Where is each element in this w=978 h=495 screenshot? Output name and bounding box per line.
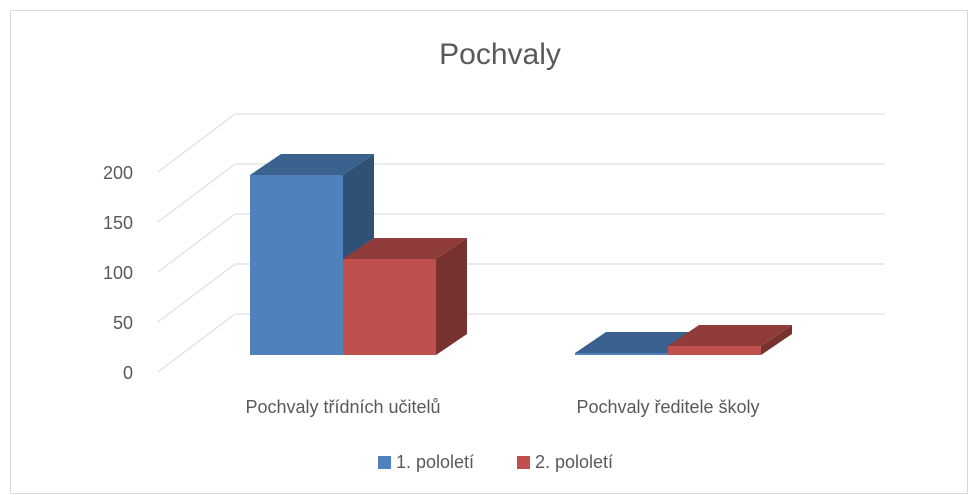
chart-border	[10, 10, 968, 494]
x-tick-label: Pochvaly třídních učitelů	[245, 397, 440, 417]
grid-line	[157, 213, 885, 273]
bar	[250, 175, 343, 355]
legend-swatch	[378, 456, 391, 469]
y-tick-label: 50	[113, 313, 133, 333]
y-tick-label: 200	[103, 163, 133, 183]
bar	[575, 353, 668, 355]
grid-line	[157, 263, 885, 323]
grid-line	[157, 163, 885, 223]
chart-title: Pochvaly	[439, 38, 561, 71]
y-tick-label: 100	[103, 263, 133, 283]
grid-line	[157, 113, 885, 173]
bar	[668, 346, 761, 355]
x-tick-label: Pochvaly ředitele školy	[576, 397, 759, 417]
bar-top	[668, 325, 792, 346]
bar-top	[250, 154, 374, 175]
legend-swatch	[517, 456, 530, 469]
bar-side	[761, 325, 792, 355]
bar-side	[436, 238, 467, 355]
y-tick-label: 0	[123, 363, 133, 383]
legend-label: 1. pololetí	[396, 452, 474, 472]
legend-label: 2. pololetí	[535, 452, 613, 472]
bar-top	[343, 238, 467, 259]
grid-line	[157, 313, 885, 373]
bar	[343, 259, 436, 355]
y-tick-label: 150	[103, 213, 133, 233]
